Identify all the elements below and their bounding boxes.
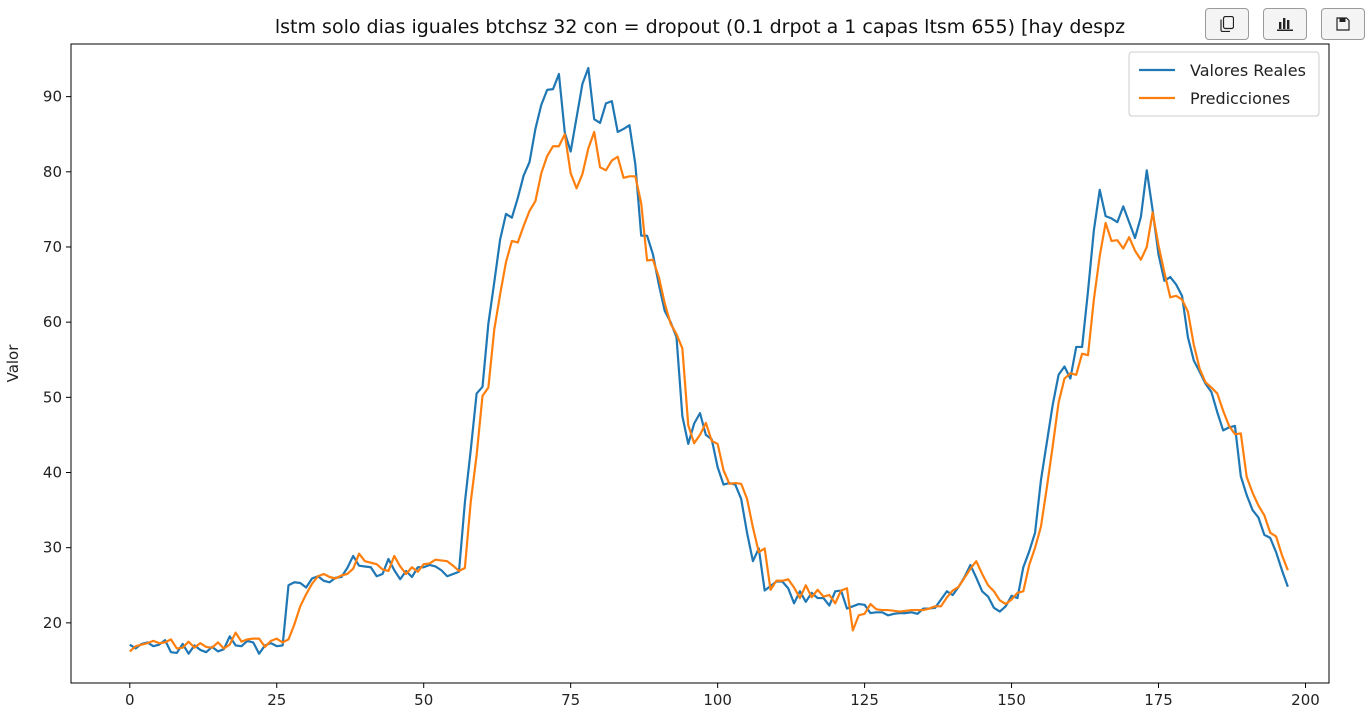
y-tick-label: 90 [43, 88, 62, 106]
y-tick-label: 50 [43, 388, 62, 406]
legend: Valores Reales Predicciones [1128, 51, 1320, 117]
bar-chart-icon [1277, 18, 1293, 31]
x-tick-label: 150 [997, 691, 1026, 709]
x-tick-label: 100 [703, 691, 732, 709]
x-tick-label: 175 [1144, 691, 1173, 709]
x-tick-label: 200 [1291, 691, 1320, 709]
y-tick-label: 40 [43, 464, 62, 482]
x-tick-label: 75 [561, 691, 580, 709]
y-tick-label: 60 [43, 313, 62, 331]
x-tick-label: 0 [125, 691, 135, 709]
y-tick-label: 70 [43, 238, 62, 256]
chart-button[interactable] [1263, 8, 1307, 40]
y-tick-label: 80 [43, 163, 62, 181]
chart-title: lstm solo dias iguales btchsz 32 con = d… [275, 16, 1125, 38]
copy-button[interactable] [1205, 8, 1249, 40]
y-tick-label: 30 [43, 539, 62, 557]
copy-icon [1220, 16, 1234, 32]
y-axis-label: Valor [4, 344, 22, 383]
legend-label: Predicciones [1190, 89, 1290, 108]
save-icon [1336, 17, 1350, 31]
legend-label: Valores Reales [1190, 61, 1306, 80]
y-tick-label: 20 [43, 614, 62, 632]
save-button[interactable] [1321, 8, 1365, 40]
x-tick-label: 25 [267, 691, 286, 709]
series-line-1 [129, 130, 1289, 653]
x-tick-label: 125 [850, 691, 879, 709]
figure-toolbar [1205, 8, 1365, 40]
series-line-0 [129, 66, 1289, 655]
legend-box [1128, 51, 1320, 117]
plot-frame [70, 43, 1330, 684]
x-tick-label: 50 [414, 691, 433, 709]
